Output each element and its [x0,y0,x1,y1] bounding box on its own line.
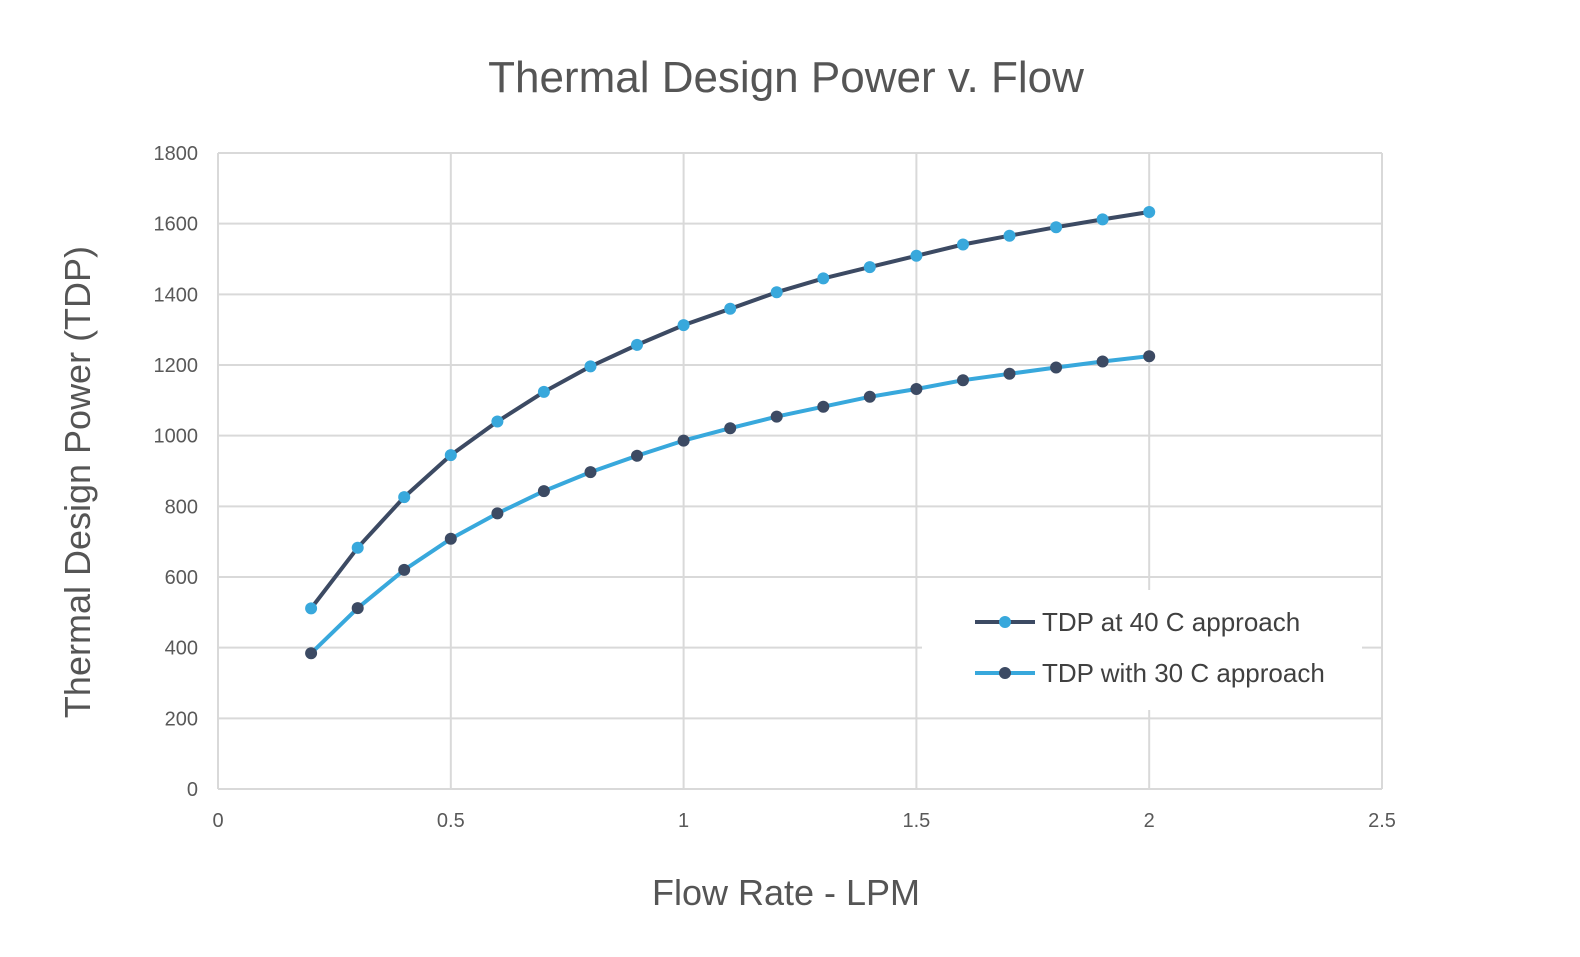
data-point [491,415,504,428]
legend-item: TDP with 30 C approach [975,658,1325,688]
legend-marker-swatch [999,667,1011,679]
series-2 [305,350,1156,660]
legend-label: TDP with 30 C approach [1042,658,1325,688]
data-point [1050,361,1063,374]
x-tick-label: 2.5 [1368,810,1396,832]
legend-background [922,590,1362,710]
x-axis-title: Flow Rate - LPM [652,872,920,913]
data-point [957,238,969,251]
x-tick-label: 1.5 [902,810,930,832]
y-tick-label: 0 [187,779,198,801]
data-point [677,434,690,447]
y-tick-label: 200 [165,708,198,730]
x-tick-label: 1 [678,810,689,832]
data-point [444,449,457,462]
y-tick-label: 1400 [154,284,199,306]
series-1 [305,206,1156,615]
y-axis-title: Thermal Design Power (TDP) [57,246,98,718]
data-point [305,602,318,615]
data-point [398,563,411,576]
y-tick-label: 800 [165,496,198,518]
y-tick-label: 600 [165,567,198,589]
data-point [724,302,737,315]
y-tick-label: 1200 [154,355,199,377]
legend-label: TDP at 40 C approach [1042,607,1300,637]
data-point [398,491,411,504]
data-point [1003,229,1016,242]
chart-title: Thermal Design Power v. Flow [488,53,1084,102]
data-point [1143,350,1156,363]
data-point [631,449,643,462]
data-point [584,360,597,373]
data-point [770,286,783,299]
data-point [584,466,597,479]
x-tick-label: 0 [212,810,223,832]
data-point [444,532,457,545]
data-point [910,383,923,395]
legend: TDP at 40 C approach TDP with 30 C approa… [922,590,1362,710]
axes: 0 200 400 600 800 1000 1200 1400 1600 1800 0 0.5 1 1.… [154,143,1396,832]
y-tick-label: 1600 [154,214,199,236]
data-point [724,422,737,435]
data-point [863,390,876,403]
data-point [631,338,643,351]
data-point [491,507,504,520]
legend-item: TDP at 40 C approach [975,607,1300,637]
data-point [770,410,783,423]
data-point [1143,206,1156,218]
series-group [305,206,1156,660]
data-point [537,385,550,398]
data-point [1003,367,1016,380]
y-tick-label: 1000 [154,426,199,448]
data-point [351,602,364,615]
data-point [1096,213,1109,226]
data-point [910,249,923,262]
data-point [537,485,550,498]
x-tick-label: 0.5 [437,810,465,832]
data-point [1050,221,1063,234]
grid [217,152,1383,790]
data-point [351,541,364,554]
legend-marker-swatch [999,616,1011,628]
data-point [957,374,969,387]
data-point [1096,355,1109,368]
data-point [817,400,830,413]
y-tick-label: 400 [165,638,198,660]
data-point [677,319,690,332]
data-point [863,261,876,274]
x-tick-label: 2 [1144,810,1155,832]
data-point [305,647,318,660]
data-point [817,272,830,285]
y-tick-label: 1800 [154,143,199,165]
